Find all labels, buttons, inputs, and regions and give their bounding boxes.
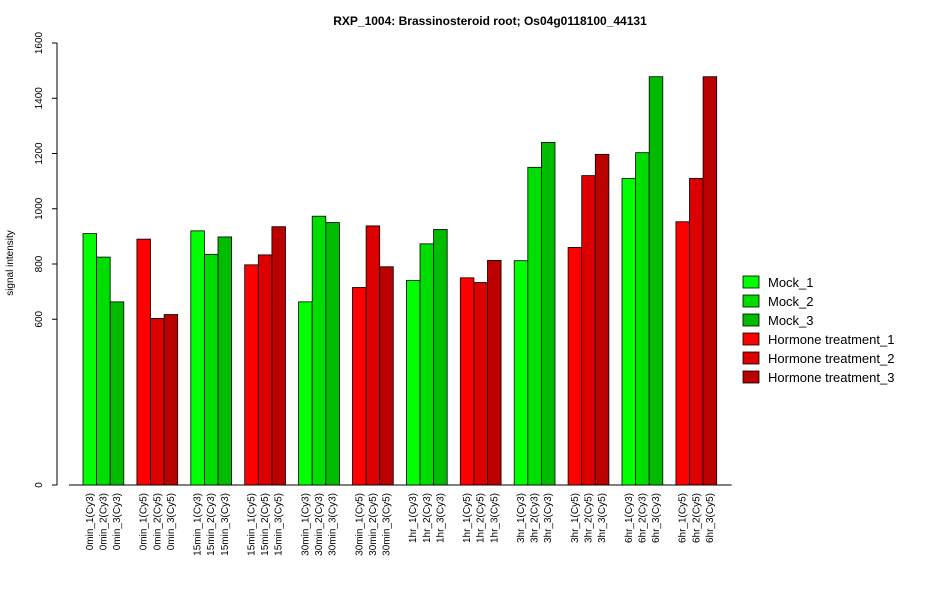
y-tick-label: 800 xyxy=(34,255,45,272)
bar xyxy=(217,236,233,486)
y-tick-label: 1000 xyxy=(34,197,45,220)
x-tick-label: 3hr_3(Cy3) xyxy=(543,493,554,543)
x-tick-label: 6hr_1(Cy5) xyxy=(678,493,689,543)
chart-title: RXP_1004: Brassinosteroid root; Os04g011… xyxy=(333,14,647,28)
y-tick-label: 1400 xyxy=(34,87,45,110)
category-labels: 0min_1(Cy3) 0min_2(Cy3) 0min_3(Cy3) 0min_1(… xyxy=(85,493,716,556)
bar xyxy=(271,226,286,486)
x-tick-label: 30min_1(Cy5) xyxy=(354,493,365,556)
x-tick-label: 6hr_2(Cy3) xyxy=(637,493,648,543)
x-tick-label: 0min_3(Cy3) xyxy=(112,493,123,550)
x-tick-label: 3hr_1(Cy3) xyxy=(516,493,527,543)
x-tick-label: 30min_2(Cy3) xyxy=(314,493,325,556)
x-tick-label: 1hr_3(Cy3) xyxy=(435,493,446,543)
x-tick-label: 30min_2(Cy5) xyxy=(368,493,379,556)
legend-label: Mock_3 xyxy=(768,313,814,328)
bar xyxy=(473,282,488,486)
x-tick-label: 1hr_3(Cy5) xyxy=(489,493,500,543)
legend-label: Hormone treatment_2 xyxy=(768,351,894,366)
x-tick-label: 1hr_1(Cy5) xyxy=(462,493,473,543)
legend: Mock_1 Mock_2 Mock_3 Hormone treatment_1 Hor… xyxy=(742,275,894,385)
x-tick-label: 15min_3(Cy5) xyxy=(274,493,285,556)
x-tick-label: 15min_2(Cy5) xyxy=(260,493,271,556)
legend-label: Hormone treatment_1 xyxy=(768,332,894,347)
x-tick-label: 3hr_2(Cy5) xyxy=(584,493,595,543)
legend-swatch xyxy=(742,313,760,327)
bar xyxy=(163,314,179,486)
bar xyxy=(244,264,259,486)
bar xyxy=(257,254,273,486)
x-tick-label: 15min_1(Cy5) xyxy=(247,493,258,556)
bar xyxy=(190,230,205,486)
x-tick-label: 15min_2(Cy3) xyxy=(206,493,217,556)
x-tick-label: 6hr_1(Cy3) xyxy=(624,493,635,543)
x-tick-label: 3hr_3(Cy5) xyxy=(597,493,608,543)
x-tick-label: 0min_2(Cy5) xyxy=(152,493,163,550)
x-tick-label: 30min_3(Cy3) xyxy=(328,493,339,556)
bar xyxy=(150,318,165,486)
bar xyxy=(675,221,690,486)
x-tick-label: 0min_1(Cy3) xyxy=(85,493,96,550)
y-axis-label: signal intensity xyxy=(5,230,16,296)
bar xyxy=(648,76,664,486)
x-tick-label: 3hr_1(Cy5) xyxy=(570,493,581,543)
bar xyxy=(419,243,435,486)
legend-swatch xyxy=(742,370,760,384)
bar-series xyxy=(82,76,718,486)
legend-swatch xyxy=(742,332,760,346)
bar xyxy=(96,256,111,486)
bar xyxy=(203,253,219,486)
bar xyxy=(365,225,381,486)
bar xyxy=(487,260,502,486)
bar xyxy=(379,266,394,486)
bar xyxy=(311,215,327,486)
bar xyxy=(702,76,718,486)
bar xyxy=(405,280,421,486)
y-tick-label: 1200 xyxy=(34,142,45,165)
x-tick-label: 0min_2(Cy3) xyxy=(98,493,109,550)
y-tick-label: 0 xyxy=(34,482,45,488)
x-tick-label: 1hr_2(Cy5) xyxy=(476,493,487,543)
bar xyxy=(82,233,98,486)
bar xyxy=(136,238,151,486)
bar xyxy=(621,177,637,486)
legend-swatch xyxy=(742,351,760,365)
x-tick-label: 3hr_2(Cy3) xyxy=(530,493,541,543)
bar xyxy=(352,287,367,486)
bar xyxy=(635,152,650,486)
legend-swatch xyxy=(742,275,760,289)
bar xyxy=(459,277,475,486)
bar xyxy=(513,260,529,486)
bar xyxy=(689,177,704,486)
bar xyxy=(594,153,610,486)
x-tick-label: 0min_3(Cy5) xyxy=(166,493,177,550)
legend-label: Mock_1 xyxy=(768,275,814,290)
bar xyxy=(541,142,556,486)
y-tick-label: 600 xyxy=(34,310,45,327)
bar xyxy=(527,166,542,486)
x-tick-label: 6hr_2(Cy5) xyxy=(691,493,702,543)
bar xyxy=(433,229,448,486)
x-tick-label: 6hr_3(Cy3) xyxy=(651,493,662,543)
legend-swatch xyxy=(742,294,760,308)
y-tick-label: 1600 xyxy=(34,31,45,54)
bar xyxy=(325,222,340,486)
x-tick-label: 30min_1(Cy3) xyxy=(300,493,311,556)
x-tick-label: 1hr_1(Cy3) xyxy=(408,493,419,543)
legend-label: Mock_2 xyxy=(768,294,814,309)
bar xyxy=(581,175,596,486)
x-tick-label: 0min_1(Cy5) xyxy=(139,493,150,550)
x-tick-label: 15min_1(Cy3) xyxy=(193,493,204,556)
bar xyxy=(109,301,125,486)
x-tick-label: 6hr_3(Cy5) xyxy=(705,493,716,543)
bar xyxy=(298,301,313,486)
x-tick-label: 1hr_2(Cy3) xyxy=(422,493,433,543)
x-tick-label: 30min_3(Cy5) xyxy=(382,493,393,556)
x-tick-label: 15min_3(Cy3) xyxy=(220,493,231,556)
legend-label: Hormone treatment_3 xyxy=(768,370,894,385)
y-axis: 0 600 800 1000 1200 1400 1600 xyxy=(34,31,58,488)
bar xyxy=(567,247,583,486)
